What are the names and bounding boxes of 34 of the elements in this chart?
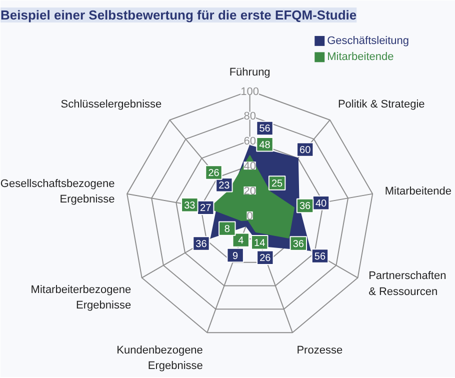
data-label: 56 — [314, 251, 326, 262]
data-label: 9 — [232, 250, 239, 262]
spoke-label: Gesellschaftsbezogene Ergebnisse — [0, 178, 115, 206]
y-tick-label: 0 — [246, 210, 253, 222]
data-label: 40 — [315, 198, 328, 210]
y-tick-label: 80 — [244, 110, 256, 123]
data-label: 4 — [238, 236, 244, 247]
data-label: 36 — [196, 239, 208, 250]
data-label: 36 — [299, 201, 312, 212]
data-label: 8 — [224, 224, 230, 236]
spoke-label: Mitarbeitende — [384, 186, 452, 198]
chart-title: Beispiel einer Selbstbewertung für die erste EFQM-Studie — [0, 8, 357, 22]
data-label: 36 — [292, 239, 304, 250]
spoke-label: Führung — [229, 66, 270, 78]
data-label: 56 — [259, 124, 271, 135]
data-label: 48 — [259, 140, 271, 151]
spoke-label: Kundenbezogene Ergebnisse — [116, 344, 203, 372]
spoke-label: Politik & Strategie — [338, 98, 425, 110]
spoke-label: Prozesse — [296, 344, 343, 356]
data-label: 27 — [200, 203, 212, 214]
spoke-label: Schlüsselergebnisse — [60, 98, 162, 110]
data-label: 26 — [260, 253, 272, 264]
data-label: 60 — [300, 145, 312, 156]
data-label: 33 — [184, 200, 196, 212]
data-label: 26 — [208, 168, 220, 179]
data-label: 25 — [271, 178, 284, 190]
data-label: 14 — [254, 238, 266, 249]
legend-label: Mitarbeitende — [327, 51, 394, 64]
data-label: 23 — [218, 180, 230, 192]
spoke-label: Mitarbeiterbezogene Ergebnisse — [30, 284, 132, 312]
legend-label: Geschäftsleitung — [327, 34, 410, 47]
y-tick-label: 60 — [244, 136, 256, 148]
spoke-label: Partnerschaften & Ressourcen — [368, 270, 446, 298]
y-tick-label: 100 — [240, 86, 259, 98]
